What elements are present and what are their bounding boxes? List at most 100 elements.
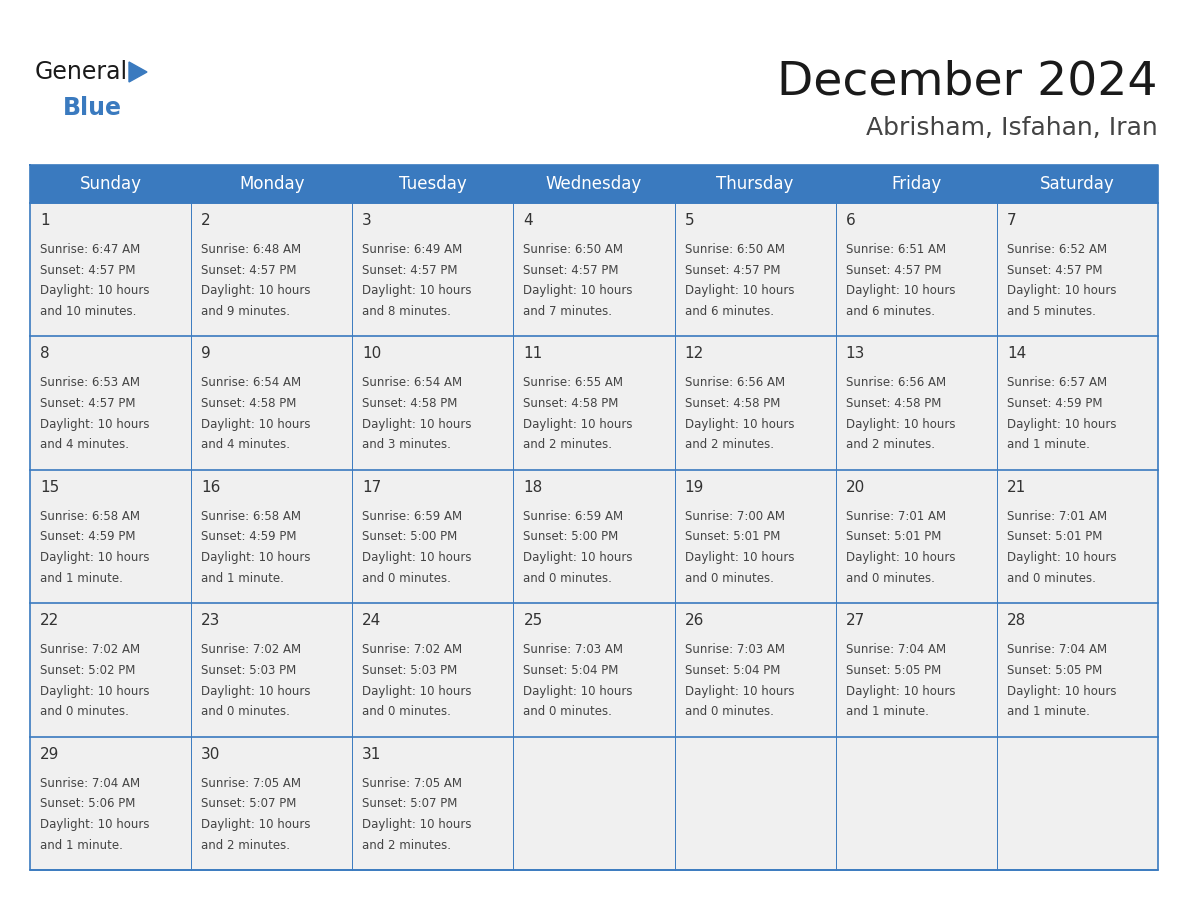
- Text: and 2 minutes.: and 2 minutes.: [362, 839, 451, 852]
- Text: and 0 minutes.: and 0 minutes.: [362, 572, 451, 585]
- Text: and 2 minutes.: and 2 minutes.: [846, 439, 935, 452]
- Text: Sunrise: 6:56 AM: Sunrise: 6:56 AM: [684, 376, 785, 389]
- Text: 2: 2: [201, 213, 210, 228]
- Bar: [835, 736, 997, 870]
- Text: Daylight: 10 hours: Daylight: 10 hours: [1007, 551, 1117, 565]
- Text: 29: 29: [40, 746, 59, 762]
- Text: 1: 1: [40, 213, 50, 228]
- Text: Daylight: 10 hours: Daylight: 10 hours: [524, 685, 633, 698]
- Text: 13: 13: [846, 346, 865, 362]
- Text: Sunset: 5:05 PM: Sunset: 5:05 PM: [846, 664, 941, 677]
- Text: 11: 11: [524, 346, 543, 362]
- Text: and 9 minutes.: and 9 minutes.: [201, 305, 290, 318]
- Text: Sunset: 5:03 PM: Sunset: 5:03 PM: [201, 664, 296, 677]
- Text: Sunset: 4:59 PM: Sunset: 4:59 PM: [40, 531, 135, 543]
- Text: Sunset: 5:07 PM: Sunset: 5:07 PM: [362, 797, 457, 811]
- Bar: [675, 736, 835, 870]
- Text: and 0 minutes.: and 0 minutes.: [846, 572, 935, 585]
- Bar: [835, 470, 997, 603]
- Text: Sunset: 4:58 PM: Sunset: 4:58 PM: [362, 397, 457, 410]
- Text: 12: 12: [684, 346, 703, 362]
- Text: and 0 minutes.: and 0 minutes.: [524, 705, 612, 718]
- Bar: [30, 603, 191, 736]
- Text: Sunrise: 6:59 AM: Sunrise: 6:59 AM: [524, 509, 624, 522]
- Text: Sunset: 5:01 PM: Sunset: 5:01 PM: [684, 531, 781, 543]
- Text: Sunset: 4:59 PM: Sunset: 4:59 PM: [1007, 397, 1102, 410]
- Text: Sunset: 4:58 PM: Sunset: 4:58 PM: [684, 397, 781, 410]
- Text: Sunrise: 7:01 AM: Sunrise: 7:01 AM: [1007, 509, 1107, 522]
- Text: Sunset: 5:02 PM: Sunset: 5:02 PM: [40, 664, 135, 677]
- Bar: [675, 336, 835, 470]
- Bar: [353, 336, 513, 470]
- Text: Daylight: 10 hours: Daylight: 10 hours: [846, 418, 955, 431]
- Text: Sunrise: 6:51 AM: Sunrise: 6:51 AM: [846, 243, 946, 256]
- Text: Daylight: 10 hours: Daylight: 10 hours: [524, 418, 633, 431]
- Text: Daylight: 10 hours: Daylight: 10 hours: [524, 285, 633, 297]
- Text: Sunrise: 7:01 AM: Sunrise: 7:01 AM: [846, 509, 946, 522]
- Text: Daylight: 10 hours: Daylight: 10 hours: [1007, 685, 1117, 698]
- Bar: [191, 336, 353, 470]
- Text: and 0 minutes.: and 0 minutes.: [524, 572, 612, 585]
- Text: Daylight: 10 hours: Daylight: 10 hours: [40, 285, 150, 297]
- Text: Daylight: 10 hours: Daylight: 10 hours: [684, 551, 794, 565]
- Text: 23: 23: [201, 613, 221, 628]
- Bar: [353, 736, 513, 870]
- Text: Daylight: 10 hours: Daylight: 10 hours: [362, 551, 472, 565]
- Text: Sunset: 4:57 PM: Sunset: 4:57 PM: [40, 263, 135, 276]
- Text: Sunrise: 6:52 AM: Sunrise: 6:52 AM: [1007, 243, 1107, 256]
- Text: Daylight: 10 hours: Daylight: 10 hours: [40, 685, 150, 698]
- Text: 20: 20: [846, 480, 865, 495]
- Text: 7: 7: [1007, 213, 1017, 228]
- Text: Daylight: 10 hours: Daylight: 10 hours: [684, 285, 794, 297]
- Bar: [997, 203, 1158, 336]
- Text: 6: 6: [846, 213, 855, 228]
- Text: Sunrise: 6:50 AM: Sunrise: 6:50 AM: [524, 243, 624, 256]
- Bar: [997, 736, 1158, 870]
- Text: and 4 minutes.: and 4 minutes.: [201, 439, 290, 452]
- Text: and 4 minutes.: and 4 minutes.: [40, 439, 129, 452]
- Polygon shape: [129, 62, 147, 82]
- Text: Sunrise: 7:05 AM: Sunrise: 7:05 AM: [201, 777, 301, 789]
- Text: 4: 4: [524, 213, 533, 228]
- Bar: [997, 336, 1158, 470]
- Text: Daylight: 10 hours: Daylight: 10 hours: [201, 285, 310, 297]
- Text: and 2 minutes.: and 2 minutes.: [201, 839, 290, 852]
- Text: Sunday: Sunday: [80, 175, 141, 193]
- Text: Sunset: 5:07 PM: Sunset: 5:07 PM: [201, 797, 297, 811]
- Text: and 1 minute.: and 1 minute.: [40, 839, 122, 852]
- Text: Daylight: 10 hours: Daylight: 10 hours: [846, 551, 955, 565]
- Text: Sunset: 4:57 PM: Sunset: 4:57 PM: [684, 263, 781, 276]
- Text: Daylight: 10 hours: Daylight: 10 hours: [362, 685, 472, 698]
- Text: Wednesday: Wednesday: [545, 175, 643, 193]
- Text: Saturday: Saturday: [1040, 175, 1114, 193]
- Text: Sunrise: 6:53 AM: Sunrise: 6:53 AM: [40, 376, 140, 389]
- Text: Sunset: 4:57 PM: Sunset: 4:57 PM: [40, 397, 135, 410]
- Text: and 10 minutes.: and 10 minutes.: [40, 305, 137, 318]
- Text: Thursday: Thursday: [716, 175, 794, 193]
- Text: Daylight: 10 hours: Daylight: 10 hours: [40, 418, 150, 431]
- Bar: [513, 736, 675, 870]
- Text: Sunrise: 6:58 AM: Sunrise: 6:58 AM: [201, 509, 301, 522]
- Text: 3: 3: [362, 213, 372, 228]
- Text: 21: 21: [1007, 480, 1026, 495]
- Text: Sunrise: 6:49 AM: Sunrise: 6:49 AM: [362, 243, 462, 256]
- Text: Monday: Monday: [239, 175, 304, 193]
- Bar: [353, 470, 513, 603]
- Text: Sunrise: 6:56 AM: Sunrise: 6:56 AM: [846, 376, 946, 389]
- Text: Daylight: 10 hours: Daylight: 10 hours: [201, 818, 310, 831]
- Text: 16: 16: [201, 480, 221, 495]
- Text: and 1 minute.: and 1 minute.: [1007, 439, 1089, 452]
- Bar: [835, 603, 997, 736]
- Text: and 0 minutes.: and 0 minutes.: [40, 705, 128, 718]
- Text: 26: 26: [684, 613, 704, 628]
- Text: Sunrise: 6:54 AM: Sunrise: 6:54 AM: [201, 376, 302, 389]
- Text: Sunset: 5:05 PM: Sunset: 5:05 PM: [1007, 664, 1102, 677]
- Bar: [513, 203, 675, 336]
- Text: Daylight: 10 hours: Daylight: 10 hours: [846, 285, 955, 297]
- Text: Sunset: 4:57 PM: Sunset: 4:57 PM: [201, 263, 297, 276]
- Bar: [997, 470, 1158, 603]
- Text: 27: 27: [846, 613, 865, 628]
- Text: Sunrise: 7:04 AM: Sunrise: 7:04 AM: [40, 777, 140, 789]
- Text: and 6 minutes.: and 6 minutes.: [684, 305, 773, 318]
- Text: 18: 18: [524, 480, 543, 495]
